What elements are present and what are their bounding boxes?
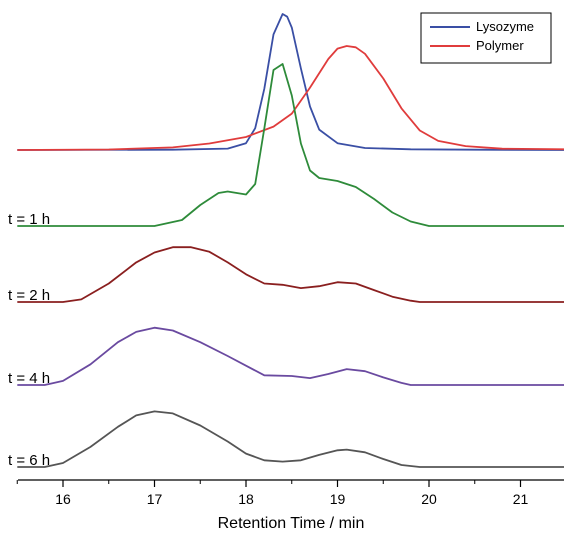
trace-t-2h [17,246,564,303]
x-axis-title: Retention Time / min [218,515,365,532]
trace-t-6h [17,410,564,468]
x-tick-label: 16 [55,491,71,507]
x-tick-label: 17 [147,491,163,507]
trace-t-4h [17,326,564,386]
trace-label-4h: t = 4 h [8,370,50,387]
legend: Lysozyme Polymer [420,12,552,64]
legend-label-lysozyme: Lysozyme [476,19,534,34]
legend-box [420,12,552,64]
trace-label-1h: t = 1 h [8,211,50,228]
trace-label-6h: t = 6 h [8,452,50,469]
x-tick-label: 21 [513,491,529,507]
x-tick-label: 18 [238,491,254,507]
x-tick-label: 20 [421,491,437,507]
trace-polymer [17,45,564,151]
trace-lysozyme [17,13,564,151]
trace-label-2h: t = 2 h [8,287,50,304]
trace-t-1h [17,63,564,227]
traces-group [17,13,564,468]
x-tick-label: 19 [330,491,346,507]
x-axis-ticks: 16 17 18 19 20 21 [16,480,529,507]
legend-label-polymer: Polymer [476,38,524,53]
